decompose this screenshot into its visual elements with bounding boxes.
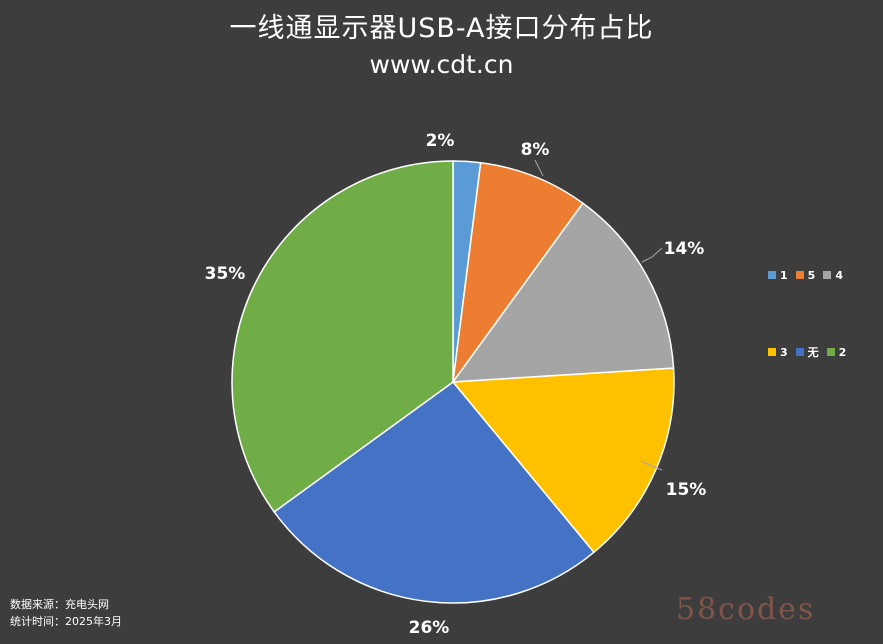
legend-item-无: 无 <box>795 344 819 360</box>
data-label-4: 14% <box>664 239 705 259</box>
legend-swatch-4 <box>823 271 832 279</box>
data-label-1: 2% <box>426 131 455 151</box>
legend-swatch-1 <box>768 271 776 279</box>
period-note: 统计时间：2025年3月 <box>10 615 122 628</box>
leader-line-5 <box>534 159 544 177</box>
pie-slice-5 <box>452 161 584 383</box>
chart-subtitle: www.cdt.cn <box>369 50 514 79</box>
chart-title: 一线通显示器USB-A接口分布占比 <box>229 13 654 44</box>
leader-line-4 <box>641 247 663 263</box>
legend-label-2: 2 <box>838 345 847 359</box>
data-label-无: 26% <box>409 618 450 638</box>
legend-swatch-5 <box>795 271 804 279</box>
legend-item-1: 1 <box>768 269 788 282</box>
legend-item-5: 5 <box>795 268 816 282</box>
legend-label-5: 5 <box>807 268 816 282</box>
pie-slice-2 <box>231 160 454 513</box>
pie-slice-4 <box>451 202 675 383</box>
data-label-3: 15% <box>666 480 707 500</box>
legend-item-4: 4 <box>823 269 843 282</box>
data-label-2: 35% <box>205 264 246 284</box>
data-label-5: 8% <box>521 140 550 160</box>
legend-label-4: 4 <box>835 268 843 282</box>
legend-swatch-无 <box>795 348 804 356</box>
leader-line-3 <box>640 460 663 471</box>
pie-slice-无 <box>273 380 595 604</box>
pie-slice-3 <box>451 367 675 554</box>
legend-item-3: 3 <box>768 346 788 359</box>
legend-row-2: 3 无 2 <box>768 345 854 359</box>
data-source-note: 数据来源：充电头网 <box>10 598 109 611</box>
legend-swatch-3 <box>768 348 776 356</box>
legend-item-2: 2 <box>826 345 847 359</box>
legend-label-3: 3 <box>780 345 788 359</box>
legend-label-1: 1 <box>780 268 788 282</box>
legend-swatch-2 <box>826 348 835 356</box>
legend-row-1: 1 5 4 <box>768 268 851 282</box>
watermark: 58codes <box>676 592 816 627</box>
legend-label-无: 无 <box>807 346 819 359</box>
